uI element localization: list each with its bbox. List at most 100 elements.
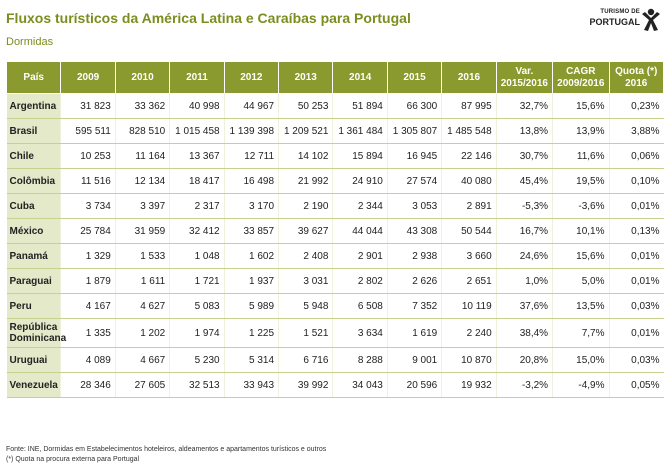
- value-cell: 0,06%: [608, 143, 664, 169]
- value-cell: 19 932: [441, 372, 497, 398]
- value-cell: 44 967: [223, 93, 279, 119]
- value-cell: 12 134: [114, 168, 170, 194]
- column-header: 2016: [441, 61, 497, 94]
- country-cell: Colômbia: [6, 168, 61, 194]
- value-cell: 34 043: [332, 372, 388, 398]
- value-cell: 3 734: [60, 193, 116, 219]
- value-cell: 13 367: [169, 143, 225, 169]
- value-cell: 1 974: [169, 318, 225, 348]
- value-cell: 1 485 548: [441, 118, 497, 144]
- country-cell: Cuba: [6, 193, 61, 219]
- value-cell: 1 521: [278, 318, 333, 348]
- value-cell: 1 209 521: [278, 118, 333, 144]
- value-cell: 0,01%: [608, 243, 664, 269]
- logo-line2: PORTUGAL: [589, 17, 641, 27]
- value-cell: 1 611: [114, 268, 170, 294]
- value-cell: 3 031: [278, 268, 333, 294]
- country-cell: México: [6, 218, 61, 244]
- value-cell: 4 667: [114, 347, 170, 373]
- value-cell: 1 619: [386, 318, 442, 348]
- value-cell: 19,5%: [552, 168, 609, 194]
- value-cell: 22 146: [441, 143, 497, 169]
- value-cell: 3 634: [332, 318, 388, 348]
- value-cell: 1 225: [223, 318, 279, 348]
- table-row: Brasil 595 511 828 510 1 015 458 1 139 398 1 …: [6, 118, 664, 144]
- value-cell: 14 102: [278, 143, 333, 169]
- value-cell: 4 167: [60, 293, 116, 319]
- column-header: 2009: [60, 61, 116, 94]
- value-cell: 16 498: [223, 168, 279, 194]
- value-cell: 31 823: [60, 93, 116, 119]
- value-cell: 27 605: [114, 372, 170, 398]
- logo-figure-icon: [642, 8, 660, 31]
- value-cell: 5 989: [223, 293, 279, 319]
- value-cell: 66 300: [386, 93, 442, 119]
- value-cell: 0,01%: [608, 318, 664, 348]
- value-cell: 8 288: [332, 347, 388, 373]
- value-cell: 2 317: [169, 193, 225, 219]
- value-cell: 27 574: [386, 168, 442, 194]
- share-footnote: (*) Quota na procura externa para Portug…: [6, 456, 140, 463]
- value-cell: -3,2%: [495, 372, 553, 398]
- value-cell: 25 784: [60, 218, 116, 244]
- column-header: CAGR 2009/2016: [552, 61, 610, 94]
- table-row: México 25 784 31 959 32 412 33 857 39 627 44 0…: [6, 218, 664, 244]
- value-cell: 2 240: [441, 318, 497, 348]
- value-cell: 5 230: [169, 347, 225, 373]
- value-cell: 1 139 398: [223, 118, 279, 144]
- value-cell: 13,5%: [552, 293, 609, 319]
- value-cell: 1 329: [60, 243, 116, 269]
- value-cell: 1 721: [169, 268, 225, 294]
- column-header-country: País: [5, 61, 62, 94]
- value-cell: 2 344: [332, 193, 388, 219]
- value-cell: 20 596: [386, 372, 442, 398]
- value-cell: 0,01%: [608, 193, 664, 219]
- value-cell: 11,6%: [552, 143, 609, 169]
- value-cell: 33 943: [223, 372, 279, 398]
- value-cell: 33 857: [223, 218, 279, 244]
- value-cell: 10 119: [441, 293, 497, 319]
- value-cell: -5,3%: [495, 193, 553, 219]
- value-cell: 44 044: [332, 218, 388, 244]
- value-cell: 32 412: [169, 218, 225, 244]
- value-cell: 6 508: [332, 293, 388, 319]
- value-cell: 7 352: [386, 293, 442, 319]
- value-cell: 12 711: [223, 143, 279, 169]
- value-cell: 1,0%: [495, 268, 553, 294]
- value-cell: 15,6%: [552, 243, 609, 269]
- value-cell: 4 627: [114, 293, 170, 319]
- value-cell: 24,6%: [495, 243, 553, 269]
- country-cell: Venezuela: [6, 372, 61, 398]
- value-cell: 0,05%: [608, 372, 664, 398]
- value-cell: 39 992: [278, 372, 333, 398]
- value-cell: 828 510: [114, 118, 170, 144]
- table-header-row: País 2009 2010 2011 2012 2013 2014 2015 2016 Var.…: [5, 61, 664, 94]
- value-cell: 3 660: [441, 243, 497, 269]
- value-cell: 3 170: [223, 193, 279, 219]
- value-cell: 15,6%: [552, 93, 609, 119]
- column-header: 2010: [114, 61, 171, 94]
- value-cell: 5 083: [169, 293, 225, 319]
- country-cell: Brasil: [6, 118, 61, 144]
- value-cell: 1 361 484: [332, 118, 388, 144]
- value-cell: 3 053: [386, 193, 442, 219]
- value-cell: 0,13%: [608, 218, 664, 244]
- country-cell: Uruguai: [6, 347, 61, 373]
- value-cell: 87 995: [441, 93, 497, 119]
- country-cell: Peru: [6, 293, 61, 319]
- value-cell: 11 164: [114, 143, 170, 169]
- value-cell: 16 945: [386, 143, 442, 169]
- value-cell: 1 602: [223, 243, 279, 269]
- value-cell: 18 417: [169, 168, 225, 194]
- page-title: Fluxos turísticos da América Latina e Ca…: [6, 10, 411, 26]
- value-cell: 50 544: [441, 218, 497, 244]
- column-header: 2011: [169, 61, 225, 94]
- table-row: Uruguai 4 089 4 667 5 230 5 314 6 716 8 288 9 0…: [6, 347, 664, 373]
- value-cell: 13,8%: [495, 118, 553, 144]
- value-cell: 45,4%: [495, 168, 553, 194]
- value-cell: 2 651: [441, 268, 497, 294]
- value-cell: 40 080: [441, 168, 497, 194]
- value-cell: 37,6%: [495, 293, 553, 319]
- value-cell: 32,7%: [495, 93, 553, 119]
- value-cell: -4,9%: [552, 372, 609, 398]
